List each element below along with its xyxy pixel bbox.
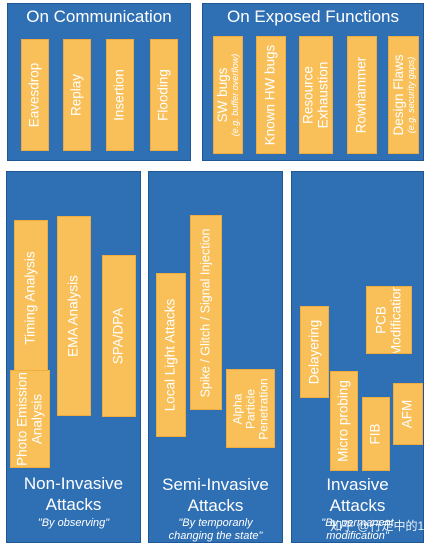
replay-card: Replay	[63, 39, 91, 151]
sw-bugs-card: SW bugs (e.g. buffer overflow)	[213, 36, 243, 154]
invasive-quote-line2: modification"	[326, 530, 389, 542]
non-invasive-title-line2: Attacks	[45, 495, 102, 514]
delayering-card: Delayering	[300, 306, 329, 398]
micro-probing-card: Micro probing	[330, 371, 358, 471]
design-flaws-label: Design Flaws	[390, 54, 406, 136]
design-flaws-sublabel: (e.g. security gaps)	[404, 56, 415, 134]
fib-card: FIB	[362, 397, 390, 471]
on-exposed-functions-title: On Exposed Functions	[227, 7, 399, 26]
fib-label: FIB	[367, 423, 383, 445]
flooding-card: Flooding	[150, 39, 178, 151]
pcb-modification-label: PCB Modification	[373, 286, 403, 354]
semi-invasive-title-line1: Semi-Invasive	[162, 475, 269, 494]
ema-analysis-label: EMA Analysis	[65, 275, 81, 357]
local-light-attacks-label: Local Light Attacks	[162, 298, 178, 412]
on-exposed-functions-panel: On Exposed Functions SW bugs (e.g. buffe…	[202, 3, 424, 161]
alpha-particle-label: Alpha Particle Penetration	[230, 377, 270, 440]
photo-emission-card: Photo Emission Analysis	[10, 370, 50, 468]
invasive-title-line1: Invasive	[326, 475, 389, 494]
pcb-modification-card: PCB Modification	[366, 286, 412, 354]
non-invasive-quote: "By observing"	[37, 517, 110, 529]
micro-probing-label: Micro probing	[335, 380, 351, 462]
eavesdrop-label: Eavesdrop	[26, 62, 42, 128]
semi-invasive-quote-line2: changing the state"	[168, 530, 263, 542]
local-light-attacks-card: Local Light Attacks	[156, 273, 186, 437]
rowhammer-card: Rowhammer	[347, 36, 377, 154]
resource-exhaustion-card: Resource Exhaustion	[299, 36, 333, 154]
insertion-card: Insertion	[106, 39, 134, 151]
afm-label: AFM	[399, 399, 415, 429]
resource-exhaustion-label: Resource Exhaustion	[300, 61, 330, 129]
on-communication-title: On Communication	[26, 7, 172, 26]
source-watermark: 知乎 @行走中的190	[330, 519, 430, 533]
spa-dpa-card: SPA/DPA	[102, 255, 136, 417]
known-hw-bugs-card: Known HW bugs	[256, 36, 286, 154]
non-invasive-panel: Timing Analysis EMA Analysis SPA/DPA Pho…	[6, 171, 141, 543]
invasive-title-line2: Attacks	[329, 496, 386, 515]
rowhammer-label: Rowhammer	[353, 56, 369, 134]
delayering-label: Delayering	[306, 319, 322, 385]
replay-label: Replay	[68, 73, 84, 117]
invasive-panel: Delayering Micro probing FIB PCB Modific…	[291, 171, 424, 543]
timing-analysis-card: Timing Analysis	[14, 220, 48, 376]
spike-glitch-card: Spike / Glitch / Signal Injection	[190, 215, 222, 410]
spike-glitch-label: Spike / Glitch / Signal Injection	[198, 228, 213, 397]
semi-invasive-panel: Local Light Attacks Spike / Glitch / Sig…	[148, 171, 283, 543]
photo-emission-label: Photo Emission Analysis	[14, 372, 44, 466]
non-invasive-title-line1: Non-Invasive	[23, 474, 124, 493]
known-hw-bugs-label: Known HW bugs	[262, 44, 278, 146]
invasive-quote-line1: "By permanent	[321, 517, 394, 529]
timing-analysis-label: Timing Analysis	[22, 251, 38, 345]
alpha-particle-card: Alpha Particle Penetration	[226, 369, 275, 448]
insertion-label: Insertion	[111, 69, 127, 121]
flooding-label: Flooding	[155, 69, 171, 121]
sw-bugs-label: SW bugs	[214, 67, 230, 123]
eavesdrop-card: Eavesdrop	[21, 39, 49, 151]
semi-invasive-title-line2: Attacks	[187, 496, 244, 515]
ema-analysis-card: EMA Analysis	[57, 216, 91, 416]
design-flaws-card: Design Flaws (e.g. security gaps)	[388, 36, 419, 154]
semi-invasive-quote-line1: "By temporanly	[178, 517, 253, 529]
on-communication-panel: On Communication Eavesdrop Replay Insert…	[7, 3, 191, 161]
afm-card: AFM	[393, 383, 423, 445]
sw-bugs-sublabel: (e.g. buffer overflow)	[229, 53, 240, 137]
spa-dpa-label: SPA/DPA	[110, 307, 126, 365]
